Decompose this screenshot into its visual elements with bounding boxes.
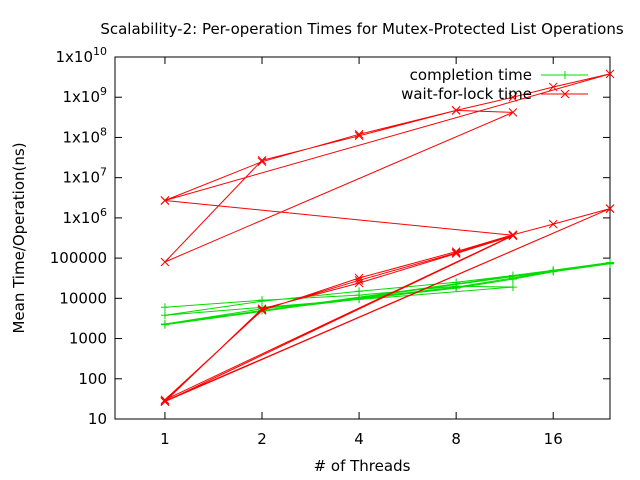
- data-point: [354, 275, 364, 285]
- y-tick-label: 1x106: [62, 206, 107, 227]
- x-tick-label: 16: [544, 430, 563, 448]
- series-line: [164, 73, 611, 403]
- y-tick-label: 10000: [59, 289, 107, 307]
- y-tick-label: 100000: [50, 249, 107, 267]
- data-point: [160, 257, 170, 267]
- data-point: [451, 106, 461, 115]
- x-axis-label: # of Threads: [314, 457, 411, 475]
- x-tick-label: 1: [160, 430, 170, 448]
- data-point: [160, 397, 170, 407]
- series-wait-for-lock-time: [160, 69, 615, 407]
- data-point: [160, 311, 169, 320]
- data-point: [451, 249, 461, 258]
- data-point: [508, 108, 518, 117]
- data-point: [257, 305, 267, 315]
- x-tick-label: 8: [451, 430, 461, 448]
- x-tick-label: 4: [354, 430, 364, 448]
- series-line: [164, 262, 611, 326]
- legend-label: completion time: [410, 66, 532, 84]
- data-point: [160, 320, 169, 329]
- y-tick-label: 1000: [69, 330, 107, 348]
- y-tick-label: 100: [78, 370, 107, 388]
- data-point: [258, 297, 267, 306]
- chart-title: Scalability-2: Per-operation Times for M…: [100, 20, 624, 38]
- data-point: [508, 231, 518, 241]
- series-layer: [160, 69, 615, 407]
- data-point: [548, 82, 558, 92]
- data-point: [549, 267, 558, 276]
- y-tick-label: 1x109: [62, 85, 107, 106]
- data-point: [257, 157, 267, 167]
- x-axis: 1 2 4 8 16: [160, 57, 563, 448]
- data-point: [355, 295, 364, 304]
- data-point: [160, 395, 170, 405]
- data-point: [160, 196, 170, 205]
- y-tick-label: 1x107: [62, 166, 107, 187]
- data-point: [561, 71, 569, 79]
- y-tick-label: 1x108: [62, 125, 107, 146]
- data-point: [355, 287, 364, 296]
- data-point: [508, 275, 517, 284]
- data-point: [605, 204, 615, 213]
- y-tick-label: 1x1010: [55, 45, 107, 66]
- data-point: [451, 247, 461, 256]
- data-point: [508, 92, 518, 102]
- y-axis: 10 100 1000 10000 100000 1x106 1x107 1x108 1x109…: [50, 45, 610, 428]
- data-point: [257, 304, 267, 314]
- data-point: [354, 278, 364, 288]
- data-point: [257, 155, 267, 165]
- legend-label: wait-for-lock time: [401, 85, 532, 103]
- y-axis-label: Mean Time/Operation(ns): [10, 142, 28, 333]
- data-point: [354, 131, 364, 141]
- data-point: [354, 129, 364, 139]
- data-point: [508, 283, 517, 292]
- series-completion-time: [160, 258, 614, 329]
- y-tick-label: 10: [88, 410, 107, 428]
- data-point: [560, 89, 570, 99]
- data-point: [452, 284, 461, 293]
- data-point: [605, 69, 615, 79]
- data-point: [606, 259, 614, 268]
- data-point: [160, 303, 169, 312]
- data-point: [548, 219, 558, 229]
- x-tick-label: 2: [257, 430, 267, 448]
- plot-border: [114, 56, 611, 420]
